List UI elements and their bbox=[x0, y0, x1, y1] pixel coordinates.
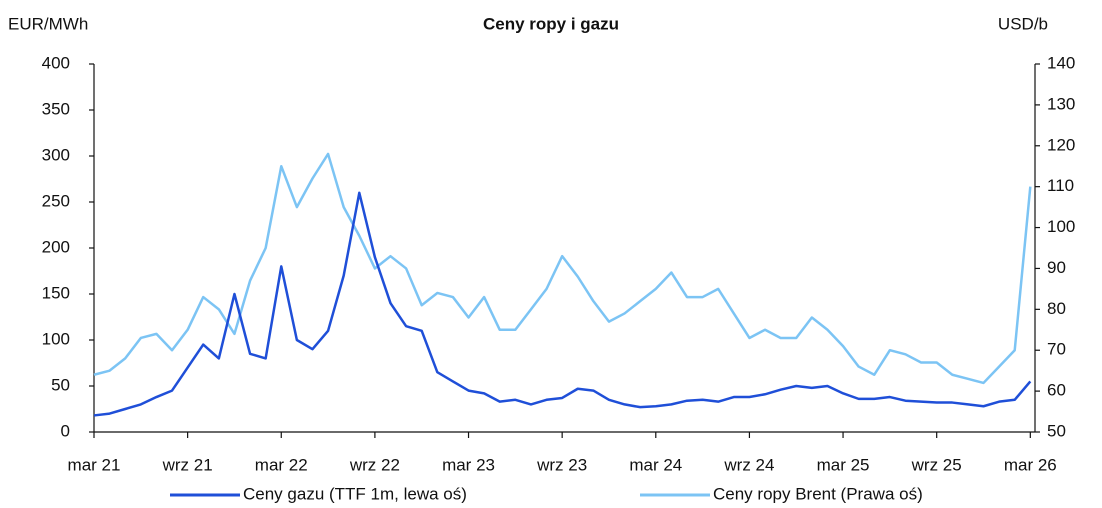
x-tick-label: mar 23 bbox=[442, 455, 495, 474]
x-tick-label: mar 24 bbox=[629, 455, 682, 474]
x-tick-label: mar 25 bbox=[817, 455, 870, 474]
chart-title: Ceny ropy i gazu bbox=[483, 14, 619, 33]
x-tick-label: wrz 22 bbox=[349, 455, 400, 474]
y2-tick-label: 60 bbox=[1047, 381, 1066, 400]
y-tick-label: 100 bbox=[42, 329, 70, 348]
x-tick-label: wrz 24 bbox=[723, 455, 774, 474]
y2-tick-label: 70 bbox=[1047, 340, 1066, 359]
legend-label: Ceny ropy Brent (Prawa oś) bbox=[713, 484, 923, 503]
y-tick-label: 250 bbox=[42, 191, 70, 210]
y-tick-label: 0 bbox=[61, 421, 70, 440]
y-axis-label: EUR/MWh bbox=[8, 14, 88, 33]
y2-tick-label: 140 bbox=[1047, 53, 1075, 72]
x-tick-label: wrz 25 bbox=[911, 455, 962, 474]
y2-tick-label: 80 bbox=[1047, 299, 1066, 318]
legend-label: Ceny gazu (TTF 1m, lewa oś) bbox=[243, 484, 467, 503]
x-tick-label: mar 21 bbox=[68, 455, 121, 474]
y2-tick-label: 50 bbox=[1047, 421, 1066, 440]
series-line bbox=[93, 152, 1032, 385]
y2-tick-label: 120 bbox=[1047, 135, 1075, 154]
y-tick-label: 150 bbox=[42, 283, 70, 302]
y2-tick-label: 110 bbox=[1047, 176, 1074, 195]
x-tick-label: mar 22 bbox=[255, 455, 308, 474]
y-tick-label: 200 bbox=[42, 237, 70, 256]
x-tick-label: mar 26 bbox=[1004, 455, 1057, 474]
y-tick-label: 50 bbox=[51, 375, 70, 394]
y-tick-label: 300 bbox=[42, 145, 70, 164]
series-line bbox=[93, 191, 1032, 417]
y-tick-label: 350 bbox=[42, 99, 70, 118]
y2-axis-label: USD/b bbox=[998, 14, 1048, 33]
y2-tick-label: 90 bbox=[1047, 258, 1066, 277]
y2-tick-label: 100 bbox=[1047, 217, 1075, 236]
y-tick-label: 400 bbox=[42, 53, 70, 72]
x-tick-label: wrz 21 bbox=[162, 455, 213, 474]
x-tick-label: wrz 23 bbox=[536, 455, 587, 474]
y2-tick-label: 130 bbox=[1047, 94, 1075, 113]
